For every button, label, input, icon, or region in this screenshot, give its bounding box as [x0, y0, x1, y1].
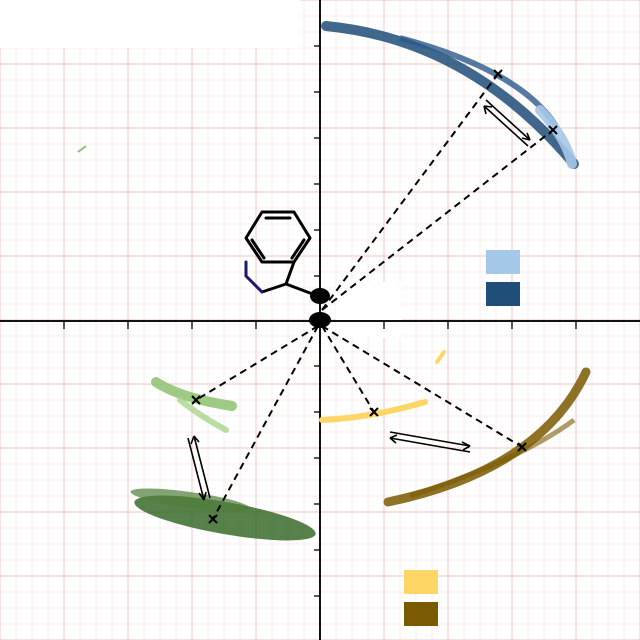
connector-blue-light	[321, 129, 554, 311]
cross-marker-icon	[493, 69, 503, 79]
equilibrium-arrow-icon	[187, 435, 211, 501]
cross-marker-icon	[548, 125, 558, 135]
cross-marker-icon	[369, 407, 379, 417]
axis-ticks	[63, 45, 577, 597]
top-left-blank	[0, 0, 300, 48]
cluster-green-light-tail	[177, 397, 229, 433]
atom-lower	[309, 312, 331, 328]
indole-molecule-icon	[244, 210, 331, 328]
connector-green-light	[195, 325, 319, 401]
stray-point	[77, 145, 87, 153]
equilibrium-arrows	[187, 99, 531, 501]
cluster-green-light	[151, 377, 237, 411]
legend-blue-dark	[486, 282, 520, 306]
center-blank	[336, 282, 402, 338]
cross-markers	[191, 69, 558, 524]
connector-green-dark	[212, 325, 319, 520]
connector-blue-dark	[321, 73, 499, 311]
cross-marker-icon	[208, 514, 218, 524]
pyrrole-bond	[284, 260, 296, 286]
dashed-connectors	[195, 73, 554, 520]
cluster-blue-dark	[321, 21, 579, 169]
legend-yellow-light	[404, 570, 438, 594]
cross-marker-icon	[517, 442, 527, 452]
legend-yellow-dark	[404, 602, 438, 626]
connector-yellow-light	[321, 325, 375, 413]
connector-yellow-dark	[321, 325, 523, 448]
equilibrium-arrow-icon	[389, 431, 471, 453]
cluster-yellow-dark-inner	[409, 417, 576, 499]
atom-upper	[310, 288, 330, 304]
cluster-yellow-light-fragment	[435, 350, 446, 364]
equilibrium-arrow-icon	[483, 99, 531, 147]
legend-blue-light	[486, 250, 520, 274]
cross-marker-icon	[191, 395, 201, 405]
cluster-green-dark	[134, 495, 316, 541]
legend	[404, 250, 520, 626]
cluster-blue-light	[535, 105, 577, 169]
